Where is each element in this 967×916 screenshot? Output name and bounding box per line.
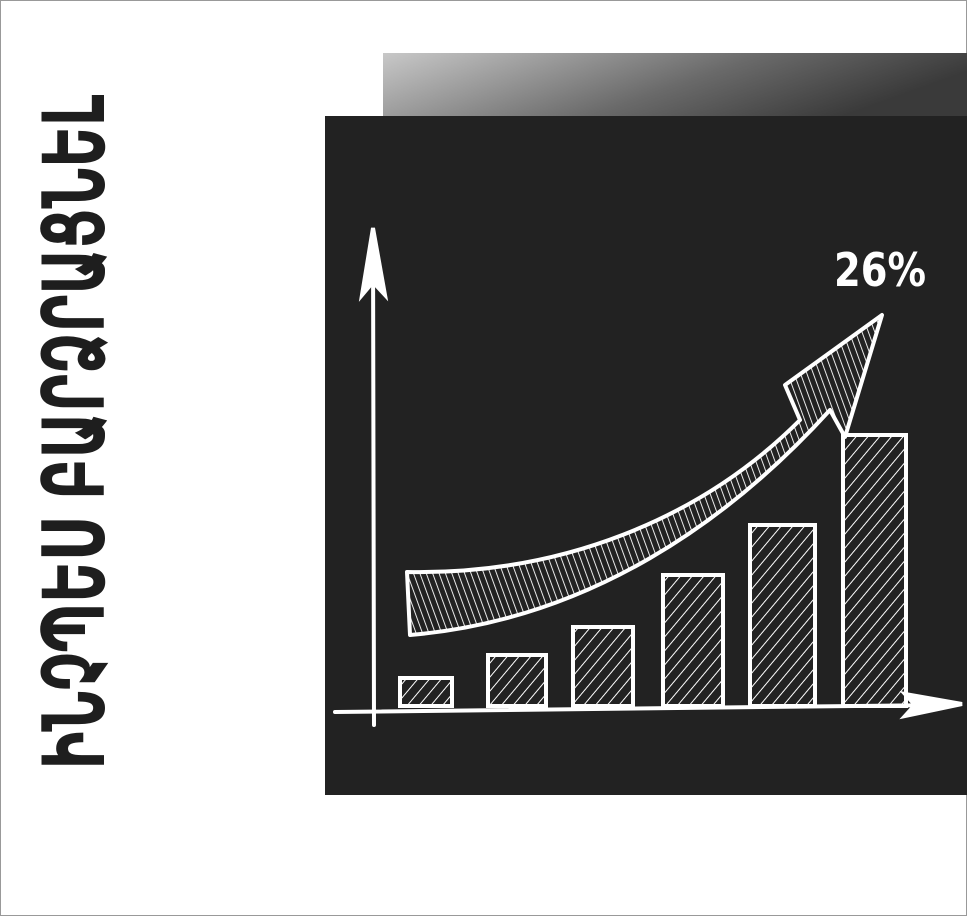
y-arrowhead (358, 227, 389, 302)
x-arrowhead (899, 691, 963, 720)
chalk-chart (333, 227, 963, 727)
gradient-strip (383, 53, 967, 116)
x-axis (333, 703, 942, 714)
bar (661, 573, 725, 708)
percent-label: 26% (834, 243, 926, 297)
bar (748, 523, 817, 708)
bar (571, 625, 635, 708)
vertical-title: ԻՆՉՊԵՍ ԲԱՐՁՐԱՑՆԵԼ (25, 94, 125, 769)
y-axis (371, 233, 376, 727)
bar (486, 653, 548, 708)
trend-arrow (405, 313, 884, 637)
bar (841, 433, 908, 708)
bar (398, 676, 454, 708)
